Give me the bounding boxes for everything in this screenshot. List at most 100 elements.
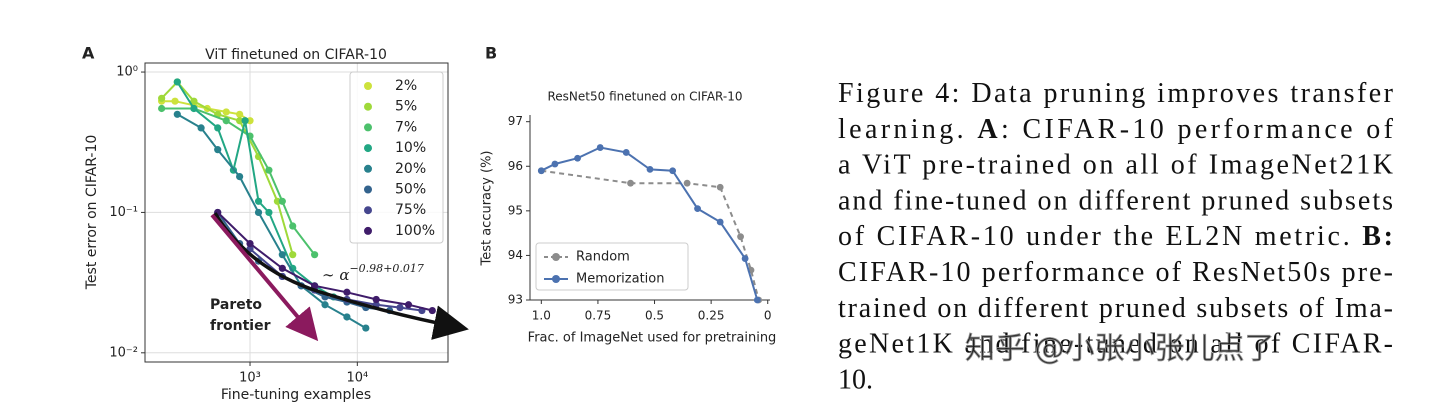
data-point (278, 197, 286, 205)
caption-line: of CIFAR-10 under the EL2N metric. B: (838, 221, 1393, 252)
data-point (343, 313, 351, 321)
data-point (241, 117, 249, 125)
x-tick-label: 10⁴ (346, 371, 368, 386)
pareto-arrow (210, 213, 319, 342)
data-point (716, 183, 724, 191)
data-point (694, 205, 701, 213)
data-point (222, 117, 230, 125)
data-point (372, 295, 380, 304)
data-point (173, 110, 181, 118)
plot-frame (144, 62, 449, 363)
data-point (236, 110, 244, 118)
caption-segment: trained on different pruned subsets of I… (838, 293, 1393, 324)
x-axis-label: Fine-tuning examples (221, 387, 371, 403)
x-tick-label: 0.5 (645, 309, 664, 323)
fit-annotation-part: −0.98 (349, 262, 383, 275)
data-point (171, 97, 179, 105)
chart-title: ViT finetuned on CIFAR-10 (205, 47, 387, 63)
frontier-curve (213, 212, 469, 340)
data-point (254, 208, 263, 217)
y-tick-label: 95 (508, 203, 523, 217)
data-point (190, 97, 198, 105)
data-point (404, 301, 413, 309)
legend-label: Memorization (576, 272, 664, 287)
legend-label: 75% (395, 202, 426, 218)
legend-label: Random (576, 250, 630, 265)
legend-label: 5% (395, 99, 417, 115)
arrow-label: Pareto (210, 297, 262, 313)
legend-label: 7% (395, 119, 417, 135)
data-point (222, 108, 230, 116)
x-axis-label: Frac. of ImageNet used for pretraining (528, 331, 777, 346)
caption-segment: A (977, 114, 998, 145)
data-point (246, 239, 254, 248)
data-point (362, 324, 370, 332)
data-point (158, 104, 166, 113)
legend-marker (552, 275, 560, 283)
y-tick-label: 10⁻¹ (109, 205, 138, 220)
chart-title: ResNet50 finetuned on CIFAR-10 (548, 90, 743, 104)
data-point (622, 149, 630, 156)
legend-marker (364, 164, 372, 173)
data-point (289, 222, 297, 230)
x-tick-label: 0.75 (585, 309, 612, 323)
watermark: 知乎 @小张小张儿点了 (965, 332, 1275, 367)
data-point (311, 282, 319, 290)
data-point (158, 94, 166, 102)
data-point (173, 78, 181, 86)
legend-marker (364, 144, 372, 153)
data-point (428, 306, 436, 315)
fit-annotation-part: +0.017 (383, 262, 424, 275)
y-tick-label: 94 (508, 248, 523, 262)
y-tick-label: 93 (508, 293, 523, 307)
caption-segment: : CIFAR-10 performance of (1001, 114, 1394, 145)
data-point (753, 296, 761, 304)
series-line (217, 211, 433, 312)
y-tick-label: 97 (508, 114, 523, 128)
data-point (278, 251, 286, 259)
data-point (265, 166, 273, 174)
y-tick-label: 96 (508, 159, 523, 173)
data-point (190, 104, 198, 113)
legend-marker (364, 102, 372, 111)
caption-line: and fine-tuned on different pruned subse… (838, 185, 1393, 216)
data-point (741, 255, 749, 262)
fit-annotation-part: ∼ α (322, 266, 349, 284)
data-point (596, 144, 604, 151)
y-axis-label: Test error on CIFAR-10 (84, 135, 100, 291)
data-point (265, 208, 273, 217)
data-point (311, 251, 319, 259)
data-point (236, 117, 244, 125)
series-line (176, 113, 367, 329)
data-point (574, 154, 581, 162)
x-tick-label: 0 (764, 309, 772, 323)
data-point (669, 167, 677, 175)
caption-segment: B: (1362, 221, 1393, 252)
data-point (537, 167, 545, 175)
caption-segment: Figure 4: Data pruning improves transfer (838, 78, 1394, 109)
legend-marker (552, 253, 560, 261)
data-point (396, 303, 404, 312)
data-point (197, 124, 205, 132)
legend-label: 2% (395, 78, 417, 94)
legend-marker (364, 123, 372, 132)
series-line (161, 107, 316, 256)
legend-marker (364, 82, 372, 90)
caption-line: 10. (838, 364, 873, 395)
panel-label: B (485, 44, 497, 63)
data-point (321, 301, 329, 309)
caption-segment: a ViT pre-trained on all of ImageNet21K (838, 150, 1393, 181)
legend-box (349, 71, 444, 244)
data-point (236, 172, 244, 181)
data-point (627, 179, 634, 187)
data-point (737, 233, 744, 241)
data-point (289, 251, 297, 259)
x-tick-label: 0.25 (698, 309, 725, 323)
caption-segment: learning. (838, 114, 974, 145)
caption-segment: and fine-tuned on different pruned subse… (838, 185, 1393, 216)
caption-line: trained on different pruned subsets of I… (838, 293, 1393, 324)
caption-line: a ViT pre-trained on all of ImageNet21K (838, 150, 1393, 181)
legend-label: 10% (395, 140, 426, 156)
caption-segment: 10. (838, 364, 873, 395)
